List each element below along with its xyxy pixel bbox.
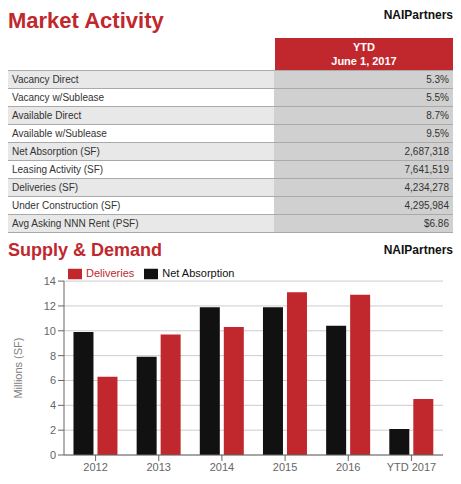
html-text:7,641,519: 7,641,519 [404, 164, 449, 175]
html-text:Available w/Sublease: Available w/Sublease [12, 128, 107, 139]
html-text:Avg Asking NNN Rent (PSF): Avg Asking NNN Rent (PSF) [12, 218, 139, 229]
svg-text:8: 8 [50, 350, 56, 362]
html-text:Available Direct: Available Direct [12, 110, 82, 121]
html-text:YTD: YTD [353, 41, 375, 53]
svg-text:12: 12 [44, 300, 56, 312]
svg-text:4: 4 [50, 399, 56, 411]
html-text:8.7%: 8.7% [426, 110, 449, 121]
html-text:Vacancy w/Sublease: Vacancy w/Sublease [12, 92, 105, 103]
html-text:5.3%: 5.3% [426, 74, 449, 85]
html-text:Net Absorption: Net Absorption [162, 267, 235, 279]
svg-text:2015: 2015 [273, 461, 297, 473]
svg-text:Millions (SF): Millions (SF) [12, 337, 24, 398]
html-text:Supply & Demand: Supply & Demand [8, 239, 162, 260]
html-text:Deliveries (SF): Deliveries (SF) [12, 182, 79, 193]
html-text:Deliveries: Deliveries [86, 267, 135, 279]
html-text:$6.86: $6.86 [424, 218, 449, 229]
html-text:Leasing Activity (SF): Leasing Activity (SF) [12, 164, 104, 175]
html-text:2,687,318: 2,687,318 [404, 146, 449, 157]
html-text:NAIPartners: NAIPartners [383, 243, 453, 257]
html-text:5.5%: 5.5% [426, 92, 449, 103]
svg-text:2016: 2016 [336, 461, 360, 473]
svg-text:2: 2 [50, 424, 56, 436]
html-text:4,295,984: 4,295,984 [404, 200, 449, 211]
svg-text:0: 0 [50, 449, 56, 461]
html-text:Market Activity: Market Activity [8, 8, 164, 33]
svg-text:2014: 2014 [210, 461, 234, 473]
html-text:June 1, 2017: June 1, 2017 [331, 55, 397, 67]
svg-text:6: 6 [50, 374, 56, 386]
svg-text:2013: 2013 [147, 461, 171, 473]
html-text:4,234,278: 4,234,278 [404, 182, 449, 193]
html-text:Under Construction (SF): Under Construction (SF) [12, 200, 121, 211]
html-text:9.5%: 9.5% [426, 128, 449, 139]
html-text:Net Absorption (SF): Net Absorption (SF) [12, 146, 100, 157]
svg-text:10: 10 [44, 325, 56, 337]
svg-text:2012: 2012 [83, 461, 107, 473]
svg-text:YTD 2017: YTD 2017 [387, 461, 437, 473]
html-text:NAIPartners: NAIPartners [383, 8, 453, 22]
svg-text:14: 14 [44, 275, 56, 287]
html-text:Vacancy Direct: Vacancy Direct [12, 74, 79, 85]
